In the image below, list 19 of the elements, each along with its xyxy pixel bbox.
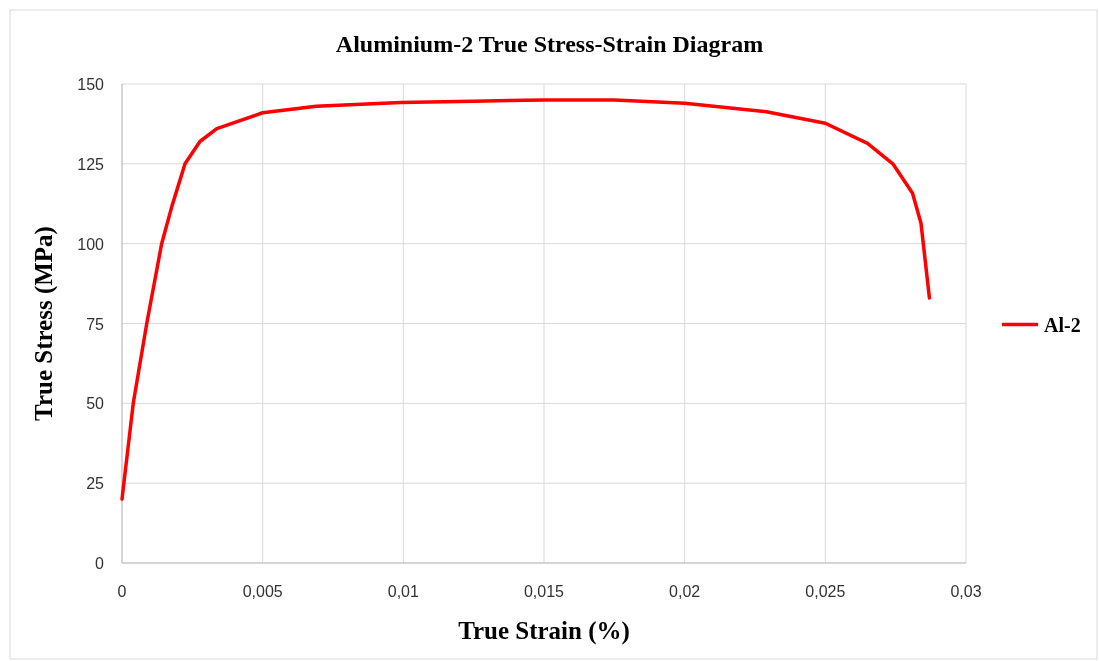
chart-title: Aluminium-2 True Stress-Strain Diagram (335, 31, 764, 57)
x-tick-label: 0,01 (387, 583, 420, 600)
y-tick-label: 100 (77, 235, 105, 253)
x-tick-label: 0,005 (242, 583, 283, 600)
y-tick-label: 150 (77, 76, 105, 93)
y-tick-label: 0 (95, 555, 105, 572)
legend-label: Al-2 (1044, 313, 1081, 336)
y-tick-label: 75 (86, 315, 105, 333)
y-tick-label: 125 (77, 155, 105, 173)
x-tick-label: 0 (117, 583, 127, 600)
y-tick-label: 50 (86, 395, 105, 413)
y-tick-label: 25 (86, 475, 105, 493)
y-axis-title: True Stress (MPa) (30, 226, 58, 421)
x-tick-label: 0,015 (523, 583, 565, 600)
x-tick-label: 0,02 (669, 583, 701, 600)
x-tick-label: 0,025 (805, 583, 846, 600)
x-tick-label: 0,03 (950, 583, 982, 600)
line-series (120, 98, 932, 501)
x-axis-title: True Strain (%) (458, 617, 630, 645)
